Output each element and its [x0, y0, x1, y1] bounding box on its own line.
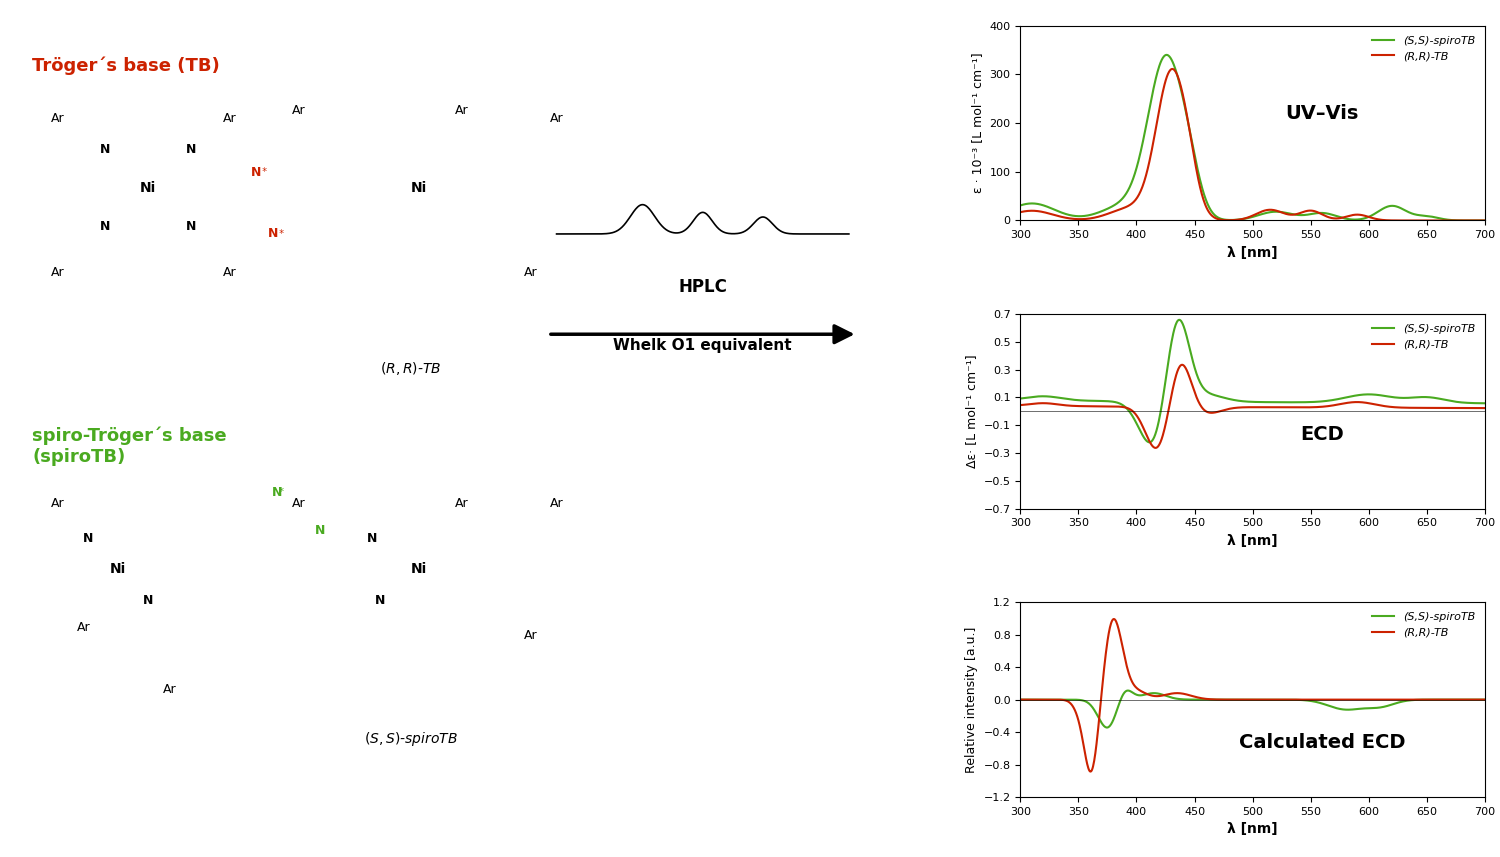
Text: spiro-Tröger´s base
(spiroTB): spiro-Tröger´s base (spiroTB) [32, 427, 226, 466]
Text: Ar: Ar [454, 104, 470, 117]
Text: Ar: Ar [51, 497, 64, 511]
Text: Ar: Ar [224, 111, 237, 125]
Text: Ar: Ar [292, 104, 306, 117]
Text: Ni: Ni [411, 181, 428, 195]
Text: ECD: ECD [1300, 425, 1344, 444]
Text: N: N [186, 142, 196, 156]
Text: Calculated ECD: Calculated ECD [1239, 733, 1406, 752]
Text: Ni: Ni [140, 181, 156, 195]
Text: N: N [142, 594, 153, 607]
Text: N: N [375, 594, 386, 607]
Text: *: * [273, 229, 284, 239]
Y-axis label: ε · 10⁻³ [L mol⁻¹ cm⁻¹]: ε · 10⁻³ [L mol⁻¹ cm⁻¹] [970, 53, 984, 194]
Text: *: * [273, 488, 284, 497]
Text: Ar: Ar [550, 111, 564, 125]
Text: $(R,R)$-$TB$: $(R,R)$-$TB$ [380, 360, 441, 377]
Text: Ar: Ar [454, 497, 470, 511]
X-axis label: λ [nm]: λ [nm] [1227, 822, 1278, 836]
Text: N: N [267, 227, 278, 241]
Text: N: N [82, 532, 93, 545]
Text: Ni: Ni [411, 562, 428, 577]
Text: Ar: Ar [524, 628, 537, 642]
Text: N: N [100, 219, 111, 233]
Text: UV–Vis: UV–Vis [1286, 104, 1359, 123]
X-axis label: λ [nm]: λ [nm] [1227, 534, 1278, 548]
Text: *: * [255, 167, 267, 177]
Text: HPLC: HPLC [678, 278, 728, 296]
Text: Ar: Ar [51, 266, 64, 279]
Y-axis label: Relative intensity [a.u.]: Relative intensity [a.u.] [964, 626, 978, 773]
Text: N: N [315, 524, 326, 537]
Text: N: N [366, 532, 376, 545]
Text: Ar: Ar [224, 266, 237, 279]
X-axis label: λ [nm]: λ [nm] [1227, 246, 1278, 260]
Legend: (S,S)-spiroTB, (R,R)-TB: (S,S)-spiroTB, (R,R)-TB [1366, 31, 1479, 66]
Y-axis label: Δε· [L mol⁻¹ cm⁻¹]: Δε· [L mol⁻¹ cm⁻¹] [964, 355, 978, 468]
Text: $(S,S)$-$spiroTB$: $(S,S)$-$spiroTB$ [363, 730, 458, 748]
Legend: (S,S)-spiroTB, (R,R)-TB: (S,S)-spiroTB, (R,R)-TB [1366, 608, 1479, 642]
Text: N: N [100, 142, 111, 156]
Text: Whelk O1 equivalent: Whelk O1 equivalent [614, 339, 792, 353]
Text: Ni: Ni [110, 562, 126, 577]
Text: Ar: Ar [76, 620, 90, 634]
Text: Ar: Ar [524, 266, 537, 279]
Text: Tröger´s base (TB): Tröger´s base (TB) [32, 57, 220, 75]
Text: N: N [251, 165, 261, 179]
Text: Ar: Ar [164, 682, 177, 696]
Text: Ar: Ar [51, 111, 64, 125]
Text: Ar: Ar [292, 497, 306, 511]
Text: N: N [272, 486, 282, 499]
Text: Ar: Ar [550, 497, 564, 511]
Text: N: N [186, 219, 196, 233]
Legend: (S,S)-spiroTB, (R,R)-TB: (S,S)-spiroTB, (R,R)-TB [1366, 320, 1479, 354]
